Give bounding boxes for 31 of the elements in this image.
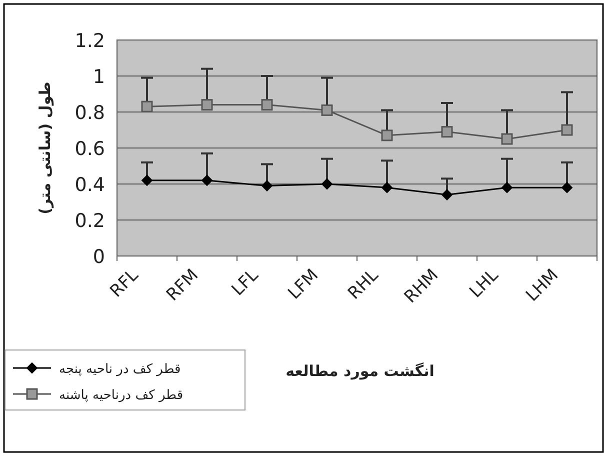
x-tick-label: RFL	[106, 265, 143, 302]
point	[502, 182, 512, 194]
y-tick-label: 0	[92, 246, 105, 268]
legend-label: قطر کف در ناحیه پنجه	[59, 362, 181, 377]
x-axis-title: انگشت مورد مطالعه	[286, 362, 434, 380]
point	[442, 189, 452, 200]
point	[501, 133, 513, 145]
y-axis-title: طول (سانتی متر)	[36, 82, 54, 214]
x-tick-label: LHL	[466, 265, 503, 302]
point	[561, 124, 573, 136]
point	[381, 130, 393, 142]
point	[142, 174, 152, 186]
point	[201, 99, 213, 111]
x-tick-label: LFL	[228, 265, 263, 300]
point	[202, 174, 212, 186]
point	[262, 180, 272, 192]
point	[141, 100, 153, 112]
point	[322, 178, 332, 190]
point	[261, 99, 273, 111]
legend-label: قطر کف درناحیه پاشنه	[59, 388, 184, 403]
point	[441, 126, 453, 138]
y-tick-label: 1.2	[74, 30, 105, 52]
y-tick-label: 1	[92, 66, 105, 88]
y-tick-label: 0.8	[74, 102, 105, 124]
y-tick-label: 0.2	[74, 210, 105, 232]
y-tick-label: 0.4	[74, 174, 105, 196]
point	[562, 182, 572, 194]
point	[321, 104, 333, 116]
x-tick-label: RHL	[344, 265, 383, 304]
y-tick-label: 0.6	[74, 138, 105, 160]
point	[382, 182, 392, 194]
